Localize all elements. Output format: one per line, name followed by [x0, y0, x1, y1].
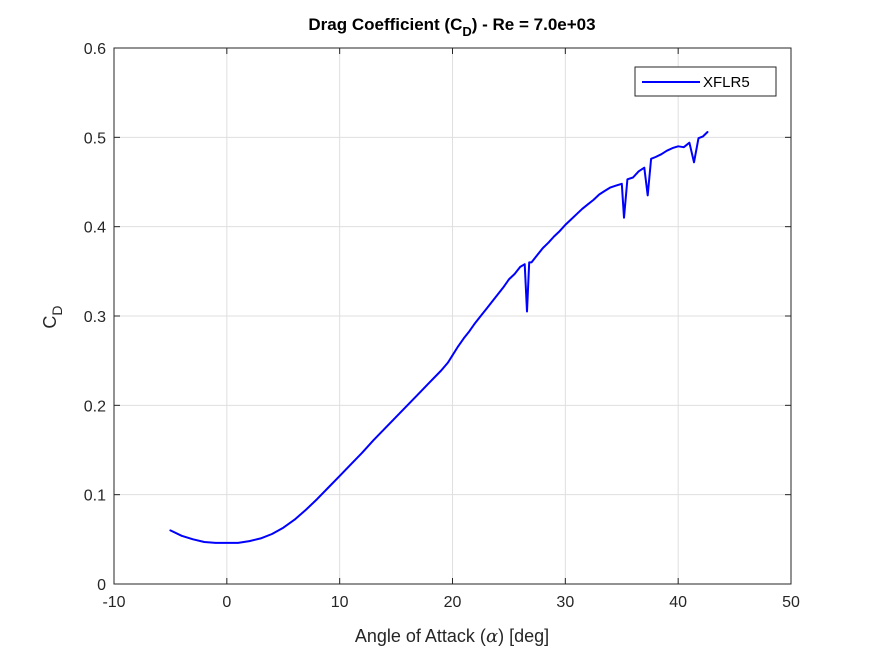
- y-tick-label: 0: [97, 577, 106, 594]
- y-axis-label-main: C: [40, 316, 60, 329]
- x-axis-label: Angle of Attack (α) [deg]: [355, 626, 549, 647]
- y-axis-label-subscript: D: [49, 305, 65, 315]
- y-axis-ticks: 0 0.1 0.2 0.3 0.4 0.5 0.6: [84, 41, 791, 594]
- x-tick-label: 10: [331, 594, 349, 611]
- y-axis-label: CD: [40, 305, 65, 328]
- y-tick-label: 0.3: [84, 309, 106, 326]
- x-axis-label-pre: Angle of Attack (: [355, 626, 486, 646]
- legend: XFLR5: [634, 66, 777, 97]
- chart-title-subscript: D: [462, 24, 471, 39]
- y-tick-label: 0.2: [84, 398, 106, 415]
- y-tick-label: 0.5: [84, 130, 106, 147]
- x-axis-label-alpha: α: [486, 626, 498, 647]
- y-tick-label: 0.1: [84, 488, 106, 505]
- x-axis-ticks: -10 0 10 20 30 40 50: [102, 48, 800, 611]
- series-layer: [169, 131, 709, 544]
- chart-title-main: Drag Coefficient (C: [308, 15, 462, 34]
- x-tick-label: 20: [444, 594, 462, 611]
- x-axis-label-post: ) [deg]: [498, 626, 549, 646]
- x-tick-label: 0: [222, 594, 231, 611]
- x-tick-label: -10: [102, 594, 125, 611]
- series-line-xflr5: [169, 131, 709, 544]
- x-tick-label: 30: [556, 594, 574, 611]
- x-tick-label: 50: [782, 594, 800, 611]
- legend-label-xflr5: XFLR5: [703, 74, 750, 91]
- chart-title: Drag Coefficient (CD) - Re = 7.0e+03: [308, 15, 595, 39]
- x-tick-label: 40: [669, 594, 687, 611]
- y-tick-label: 0.4: [84, 220, 106, 237]
- chart-title-rest: ) - Re = 7.0e+03: [472, 15, 596, 34]
- y-tick-label: 0.6: [84, 41, 106, 58]
